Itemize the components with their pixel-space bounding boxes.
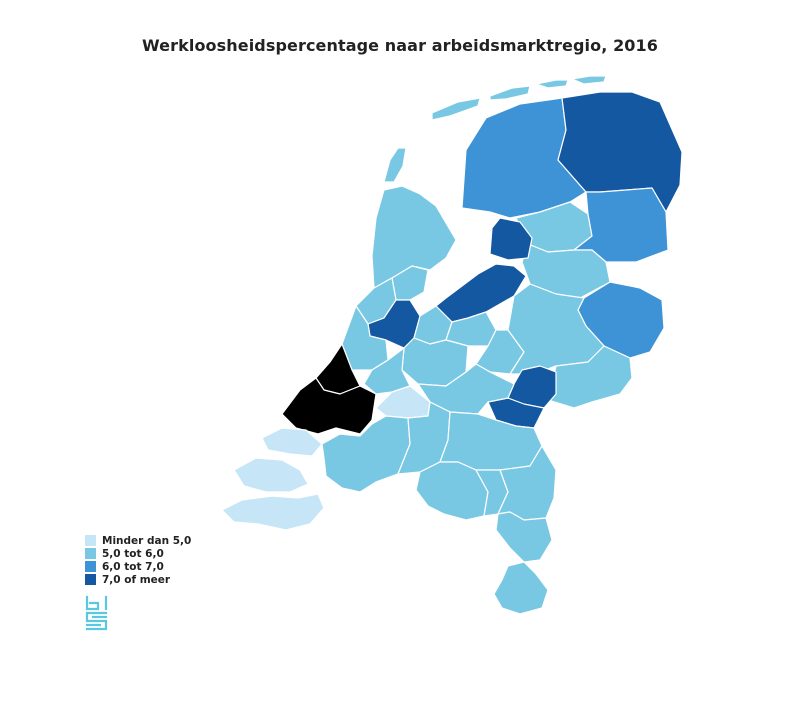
legend-label: 7,0 of meer <box>102 573 171 586</box>
region-wadden-island-3[interactable] <box>489 85 531 101</box>
region-wadden-island-1[interactable] <box>383 147 407 183</box>
region-rijnmond[interactable] <box>281 377 377 435</box>
legend-item: 5,0 tot 6,0 <box>85 547 191 560</box>
region-drenthe-zuidoost[interactable] <box>573 187 669 263</box>
region-wadden-island-5[interactable] <box>571 75 607 85</box>
legend-label: 5,0 tot 6,0 <box>102 547 164 560</box>
legend-swatch <box>85 548 96 559</box>
legend-swatch <box>85 535 96 546</box>
region-midden-limburg[interactable] <box>495 511 553 563</box>
region-zeeland-north[interactable] <box>261 427 323 457</box>
legend-item: 6,0 tot 7,0 <box>85 560 191 573</box>
region-wadden-island-2[interactable] <box>431 97 481 121</box>
region-zeeland-south[interactable] <box>221 493 325 531</box>
legend-item: 7,0 of meer <box>85 573 191 586</box>
legend-swatch <box>85 561 96 572</box>
region-zuid-limburg[interactable] <box>493 561 549 615</box>
region-midden-utrecht[interactable] <box>401 337 469 387</box>
region-wadden-island-4[interactable] <box>535 79 569 89</box>
region-zeeland-middle[interactable] <box>233 457 309 493</box>
legend-label: 6,0 tot 7,0 <box>102 560 164 573</box>
legend-swatch <box>85 574 96 585</box>
legend-item: Minder dan 5,0 <box>85 534 191 547</box>
legend: Minder dan 5,0 5,0 tot 6,0 6,0 tot 7,0 7… <box>85 534 191 586</box>
cbs-logo <box>85 595 108 631</box>
region-achterhoek[interactable] <box>547 345 633 409</box>
region-flevoland-nop[interactable] <box>489 217 533 261</box>
legend-label: Minder dan 5,0 <box>102 534 192 547</box>
map-title: Werkloosheidspercentage naar arbeidsmark… <box>142 36 658 55</box>
region-holland-rijnland[interactable] <box>341 305 389 371</box>
